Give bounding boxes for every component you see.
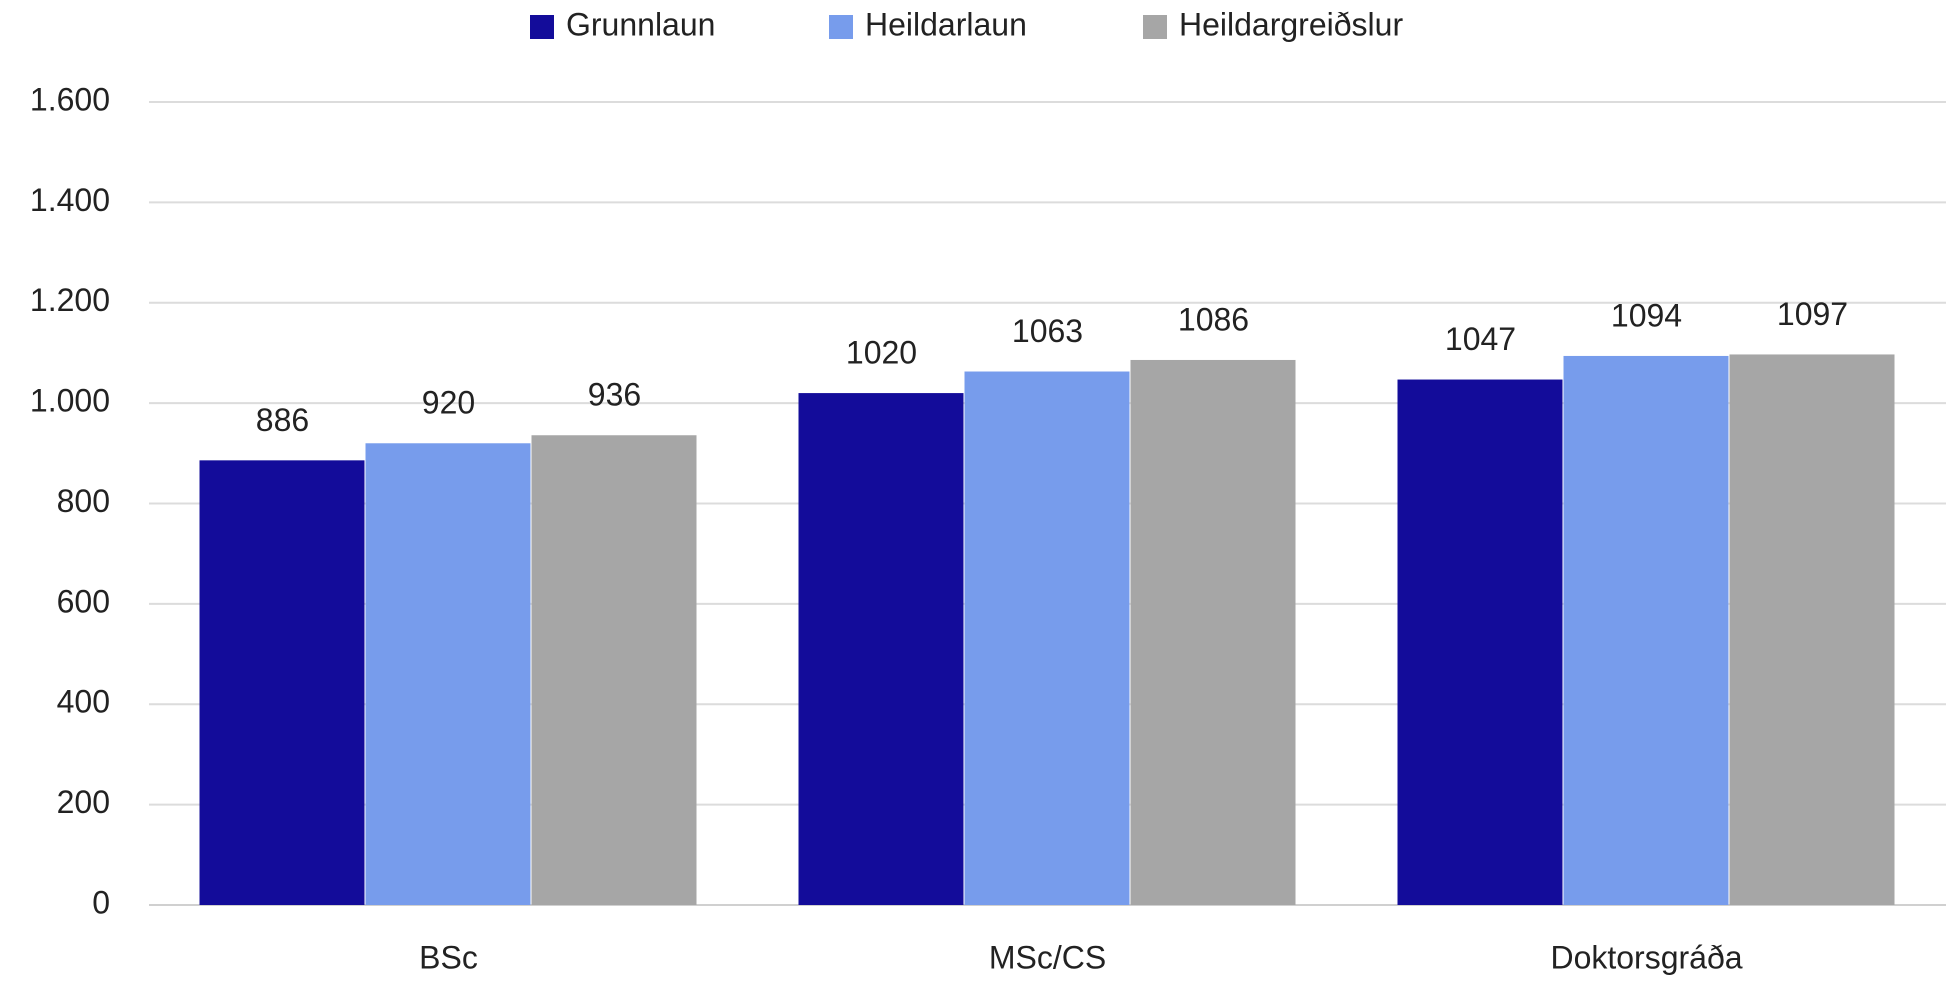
legend-label: Heildargreiðslur	[1179, 6, 1403, 42]
legend-swatch	[829, 15, 853, 39]
data-label: 886	[256, 402, 309, 438]
y-tick-label: 1.000	[30, 383, 110, 419]
data-label: 1063	[1012, 313, 1083, 349]
data-label: 936	[588, 377, 641, 413]
legend-label: Grunnlaun	[566, 6, 715, 42]
x-tick-label: BSc	[419, 939, 478, 975]
bar	[1563, 355, 1729, 906]
legend-swatch	[530, 15, 554, 39]
y-tick-label: 400	[57, 684, 110, 720]
bar	[1729, 354, 1895, 905]
bar	[964, 371, 1130, 906]
data-label: 1020	[846, 335, 917, 371]
data-label: 1047	[1445, 321, 1516, 357]
y-tick-label: 1.200	[30, 282, 110, 318]
bar	[1397, 379, 1563, 905]
data-label: 1086	[1178, 301, 1249, 337]
data-label: 920	[422, 385, 475, 421]
bar	[1130, 359, 1296, 905]
bar	[199, 460, 365, 905]
bar	[531, 435, 697, 905]
data-label: 1097	[1777, 296, 1848, 332]
y-tick-label: 1.400	[30, 182, 110, 218]
bar	[365, 443, 531, 905]
legend-swatch	[1143, 15, 1167, 39]
y-tick-label: 1.600	[30, 81, 110, 117]
y-tick-label: 200	[57, 784, 110, 820]
data-label: 1094	[1611, 297, 1682, 333]
bar	[798, 393, 964, 905]
y-tick-label: 0	[92, 884, 110, 920]
y-tick-label: 800	[57, 483, 110, 519]
x-tick-label: MSc/CS	[989, 939, 1106, 975]
x-tick-label: Doktorsgráða	[1550, 939, 1742, 975]
y-tick-label: 600	[57, 583, 110, 619]
legend-label: Heildarlaun	[865, 6, 1027, 42]
